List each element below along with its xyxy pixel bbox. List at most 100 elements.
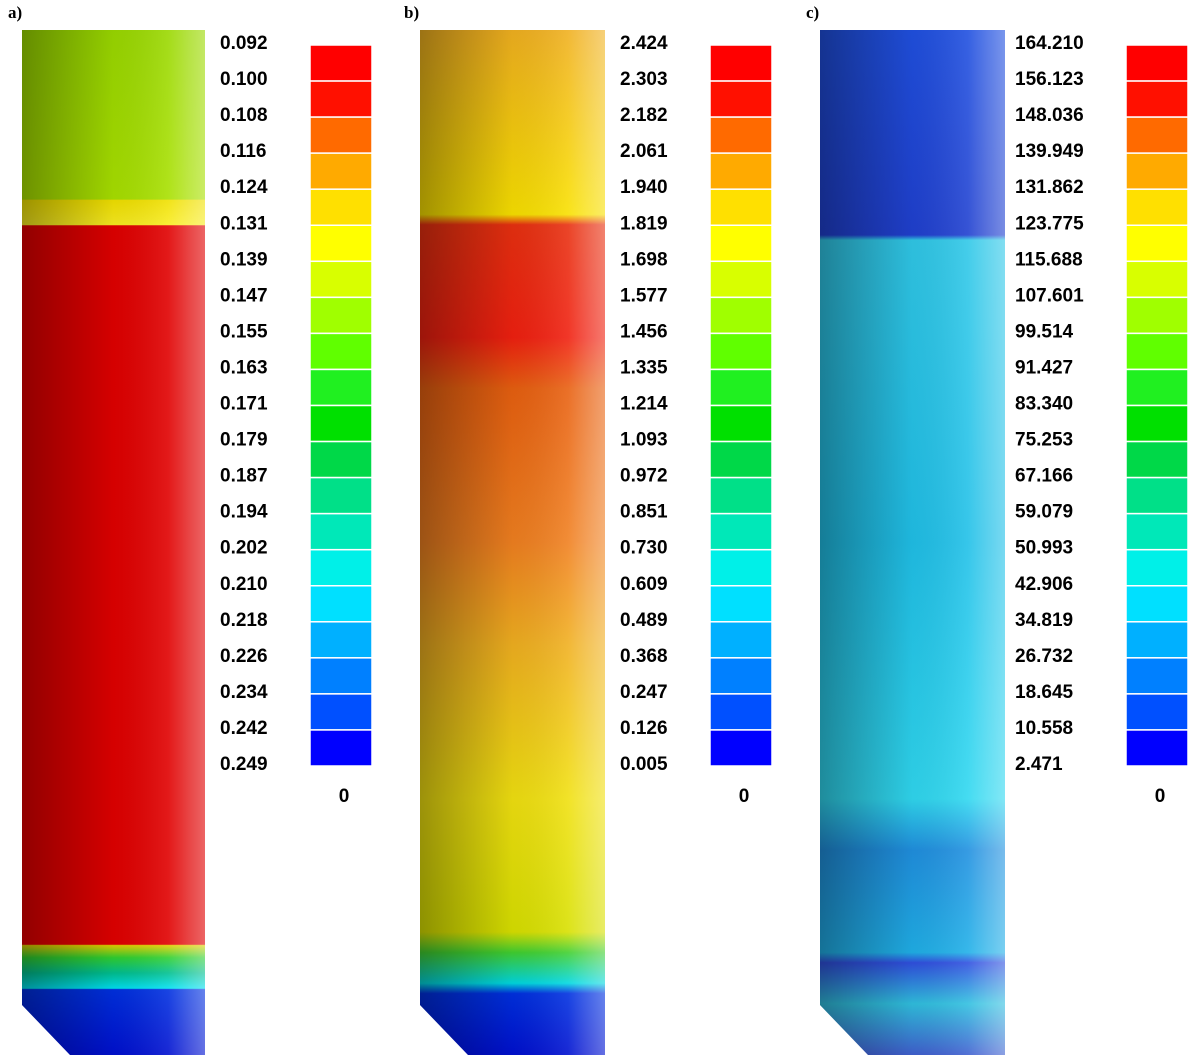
panel-label: a) xyxy=(8,3,22,22)
colorbar-swatch xyxy=(310,550,372,586)
scale-label: 91.427 xyxy=(1015,357,1073,378)
colorbar-swatch xyxy=(710,406,772,442)
figure: a) 0.092 0.100 0.108 0.116 0.124 0.131 0.139 0.1… xyxy=(0,0,1188,1057)
scale-label: 67.166 xyxy=(1015,466,1073,487)
colorbar-swatch xyxy=(1126,333,1188,369)
colorbar-swatch xyxy=(710,514,772,550)
scale-label: 0.249 xyxy=(220,754,268,775)
scale-label: 1.577 xyxy=(620,285,668,306)
scale-label: 0.226 xyxy=(220,646,268,667)
scale-label: 2.061 xyxy=(620,141,668,162)
scale-label: 2.303 xyxy=(620,69,668,90)
colorbar-swatch xyxy=(1126,45,1188,81)
scale-label: 0.218 xyxy=(220,610,268,631)
colorbar-swatch xyxy=(710,369,772,405)
scale-label: 2.471 xyxy=(1015,754,1063,775)
colorbar-swatch xyxy=(710,333,772,369)
cylinder-c xyxy=(820,30,1005,1055)
cylinder-b xyxy=(420,30,605,1055)
scale-label: 139.949 xyxy=(1015,141,1084,162)
scale-label: 0.972 xyxy=(620,466,668,487)
scale-label: 0.005 xyxy=(620,754,668,775)
colorbar-swatch xyxy=(310,45,372,81)
colorbar-swatch xyxy=(1126,478,1188,514)
scale-label: 42.906 xyxy=(1015,574,1073,595)
colorbar-swatch xyxy=(1126,586,1188,622)
scale-label: 2.424 xyxy=(620,33,668,54)
colorbar-swatch xyxy=(1126,261,1188,297)
colorbar-swatch xyxy=(710,45,772,81)
panel-label: b) xyxy=(404,3,419,22)
colorbar-swatch xyxy=(1126,117,1188,153)
scale-label: 0.730 xyxy=(620,538,668,559)
scale-label: 59.079 xyxy=(1015,502,1073,523)
scale-label: 0.368 xyxy=(620,646,668,667)
scale-label: 148.036 xyxy=(1015,105,1084,126)
colorbar-swatch xyxy=(710,117,772,153)
scale-label: 1.456 xyxy=(620,321,668,342)
scale-label: 50.993 xyxy=(1015,538,1073,559)
colorbar-swatch xyxy=(710,261,772,297)
colorbar-swatch xyxy=(310,442,372,478)
colorbar-swatch xyxy=(310,622,372,658)
scale-label: 1.698 xyxy=(620,249,668,270)
scale-label: 0.489 xyxy=(620,610,668,631)
colorbar-swatch xyxy=(710,189,772,225)
colorbar-swatch xyxy=(310,81,372,117)
scale-label: 1.093 xyxy=(620,430,668,451)
colorbar-swatch xyxy=(310,406,372,442)
scale-label: 131.862 xyxy=(1015,177,1084,198)
colorbar-swatch xyxy=(1126,730,1188,766)
scale-label: 0.116 xyxy=(220,141,267,162)
scale-label: 156.123 xyxy=(1015,69,1084,90)
scale-label: 0.171 xyxy=(220,394,268,415)
scale-label: 0.194 xyxy=(220,502,268,523)
colorbar-swatch xyxy=(1126,550,1188,586)
scale-label: 0.092 xyxy=(220,33,268,54)
colorbar-swatch xyxy=(310,658,372,694)
scale-label: 0.242 xyxy=(220,718,268,739)
scale-label: 0.100 xyxy=(220,69,268,90)
scale-label: 10.558 xyxy=(1015,718,1073,739)
colorbar-swatch xyxy=(310,297,372,333)
colorbar-swatch xyxy=(310,261,372,297)
colorbar-swatch xyxy=(1126,406,1188,442)
scale-label: 0.124 xyxy=(220,177,268,198)
colorbar-swatch xyxy=(1126,658,1188,694)
colorbar-swatch xyxy=(710,225,772,261)
colorbar-swatch xyxy=(710,478,772,514)
colorbar-swatch xyxy=(710,622,772,658)
colorbar-swatch xyxy=(1126,81,1188,117)
colorbar-swatch xyxy=(310,478,372,514)
scale-label: 0.234 xyxy=(220,682,268,703)
colorbar-swatch xyxy=(310,225,372,261)
cylinder-a xyxy=(22,30,205,1055)
scale-label: 107.601 xyxy=(1015,285,1084,306)
scale-label: 83.340 xyxy=(1015,394,1073,415)
colorbar-swatch xyxy=(1126,514,1188,550)
colorbar-swatch xyxy=(310,117,372,153)
scale-label: 0.609 xyxy=(620,574,668,595)
colorbar-swatch xyxy=(1126,622,1188,658)
colorbar-swatch xyxy=(1126,694,1188,730)
colorbar-swatch xyxy=(710,81,772,117)
scale-label: 75.253 xyxy=(1015,430,1073,451)
colorbar-swatch xyxy=(310,586,372,622)
colorbar-swatch xyxy=(310,730,372,766)
scale-label: 0.210 xyxy=(220,574,268,595)
scale-label: 0.108 xyxy=(220,105,268,126)
colorbar-swatch xyxy=(1126,369,1188,405)
colorbar-swatch xyxy=(1126,442,1188,478)
colorbar-swatch xyxy=(310,333,372,369)
colorbar-swatch xyxy=(310,694,372,730)
colorbar-swatch xyxy=(1126,153,1188,189)
scale-label: 0.202 xyxy=(220,538,268,559)
scale-label: 0.131 xyxy=(220,213,268,234)
colorbar-swatch xyxy=(710,297,772,333)
colorbar-zero: 0 xyxy=(339,786,350,807)
scale-label: 18.645 xyxy=(1015,682,1074,703)
scale-label: 0.147 xyxy=(220,285,268,306)
scale-label: 0.179 xyxy=(220,430,268,451)
scale-label: 0.139 xyxy=(220,249,268,270)
colorbar-swatch xyxy=(310,189,372,225)
